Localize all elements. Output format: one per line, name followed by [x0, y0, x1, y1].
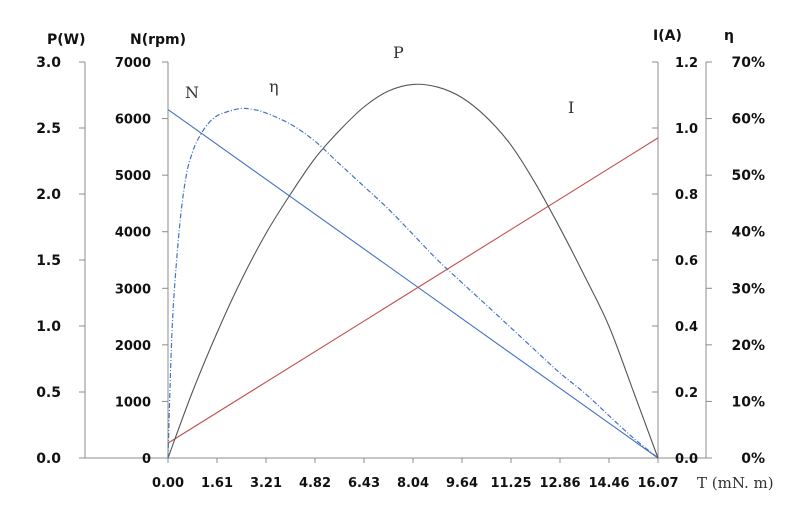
efficiency-axis-title: η [724, 28, 734, 44]
power-curve-label: P [393, 43, 404, 62]
efficiency-tick-label: 50% [731, 168, 765, 184]
speed-tick-label: 5000 [115, 169, 151, 184]
x-tick-label: 12.86 [539, 476, 580, 491]
x-tick-label: 4.82 [299, 476, 331, 491]
current-curve [167, 137, 659, 444]
x-tick-label: 11.25 [490, 476, 531, 491]
x-tick-label: 0.00 [152, 476, 184, 491]
power-curve [167, 83, 659, 459]
speed-axis-title: N(rpm) [130, 32, 186, 48]
speed-tick-label: 1000 [115, 395, 151, 410]
efficiency-tick-label: 70% [731, 55, 765, 71]
x-tick-label: 8.04 [397, 476, 429, 491]
series-layer [167, 83, 659, 459]
efficiency-tick-label: 30% [731, 281, 765, 297]
efficiency-tick-label: 10% [731, 394, 765, 410]
current-tick-label: 0.0 [675, 452, 698, 467]
efficiency-tick-label: 40% [731, 225, 765, 241]
current-tick-label: 1.2 [675, 56, 698, 71]
power-tick-label: 2.5 [36, 121, 61, 137]
current-tick-label: 0.2 [675, 386, 698, 401]
current-axis-title: I(A) [653, 28, 682, 44]
x-tick-label: 3.21 [250, 476, 282, 491]
speed-tick-label: 6000 [115, 113, 151, 128]
x-tick-label: 6.43 [348, 476, 380, 491]
efficiency-tick-label: 20% [731, 338, 765, 354]
current-curve-label: I [568, 98, 574, 117]
speed-tick-label: 7000 [115, 56, 151, 71]
x-axis-title: T (mN. m) [697, 474, 774, 492]
current-tick-label: 0.6 [675, 254, 698, 269]
x-tick-label: 9.64 [446, 476, 478, 491]
current-tick-label: 0.8 [675, 188, 698, 203]
power-tick-label: 2.0 [36, 187, 61, 203]
labels-layer: N I Pη [185, 43, 574, 117]
x-tick-label: 16.07 [637, 476, 678, 491]
x-tick-label: 14.46 [588, 476, 629, 491]
power-tick-label: 0.0 [36, 451, 61, 467]
efficiency-curve [167, 107, 659, 459]
power-tick-label: 0.5 [36, 385, 61, 401]
efficiency-curve-label: η [269, 77, 279, 96]
x-tick-label: 1.61 [201, 476, 233, 491]
speed-tick-label: 3000 [115, 282, 151, 297]
axes-layer [84, 62, 707, 459]
power-tick-label: 1.0 [36, 319, 61, 335]
speed-tick-label: 2000 [115, 339, 151, 354]
ticks-layer: 0.0 0.5 1.0 1.5 2.0 2.5 3.0 0 1000 2000 3000 4000 50… [36, 55, 765, 491]
efficiency-tick-label: 0% [741, 451, 765, 467]
speed-tick-label: 0 [142, 452, 151, 467]
speed-tick-label: 4000 [115, 226, 151, 241]
speed-curve-label: N [185, 83, 199, 102]
speed-curve [167, 109, 659, 459]
current-tick-label: 1.0 [675, 122, 698, 137]
power-tick-label: 1.5 [36, 253, 61, 269]
power-tick-label: 3.0 [36, 55, 61, 71]
efficiency-tick-label: 60% [731, 112, 765, 128]
current-tick-label: 0.4 [675, 320, 698, 335]
power-axis-title: P(W) [47, 32, 86, 48]
